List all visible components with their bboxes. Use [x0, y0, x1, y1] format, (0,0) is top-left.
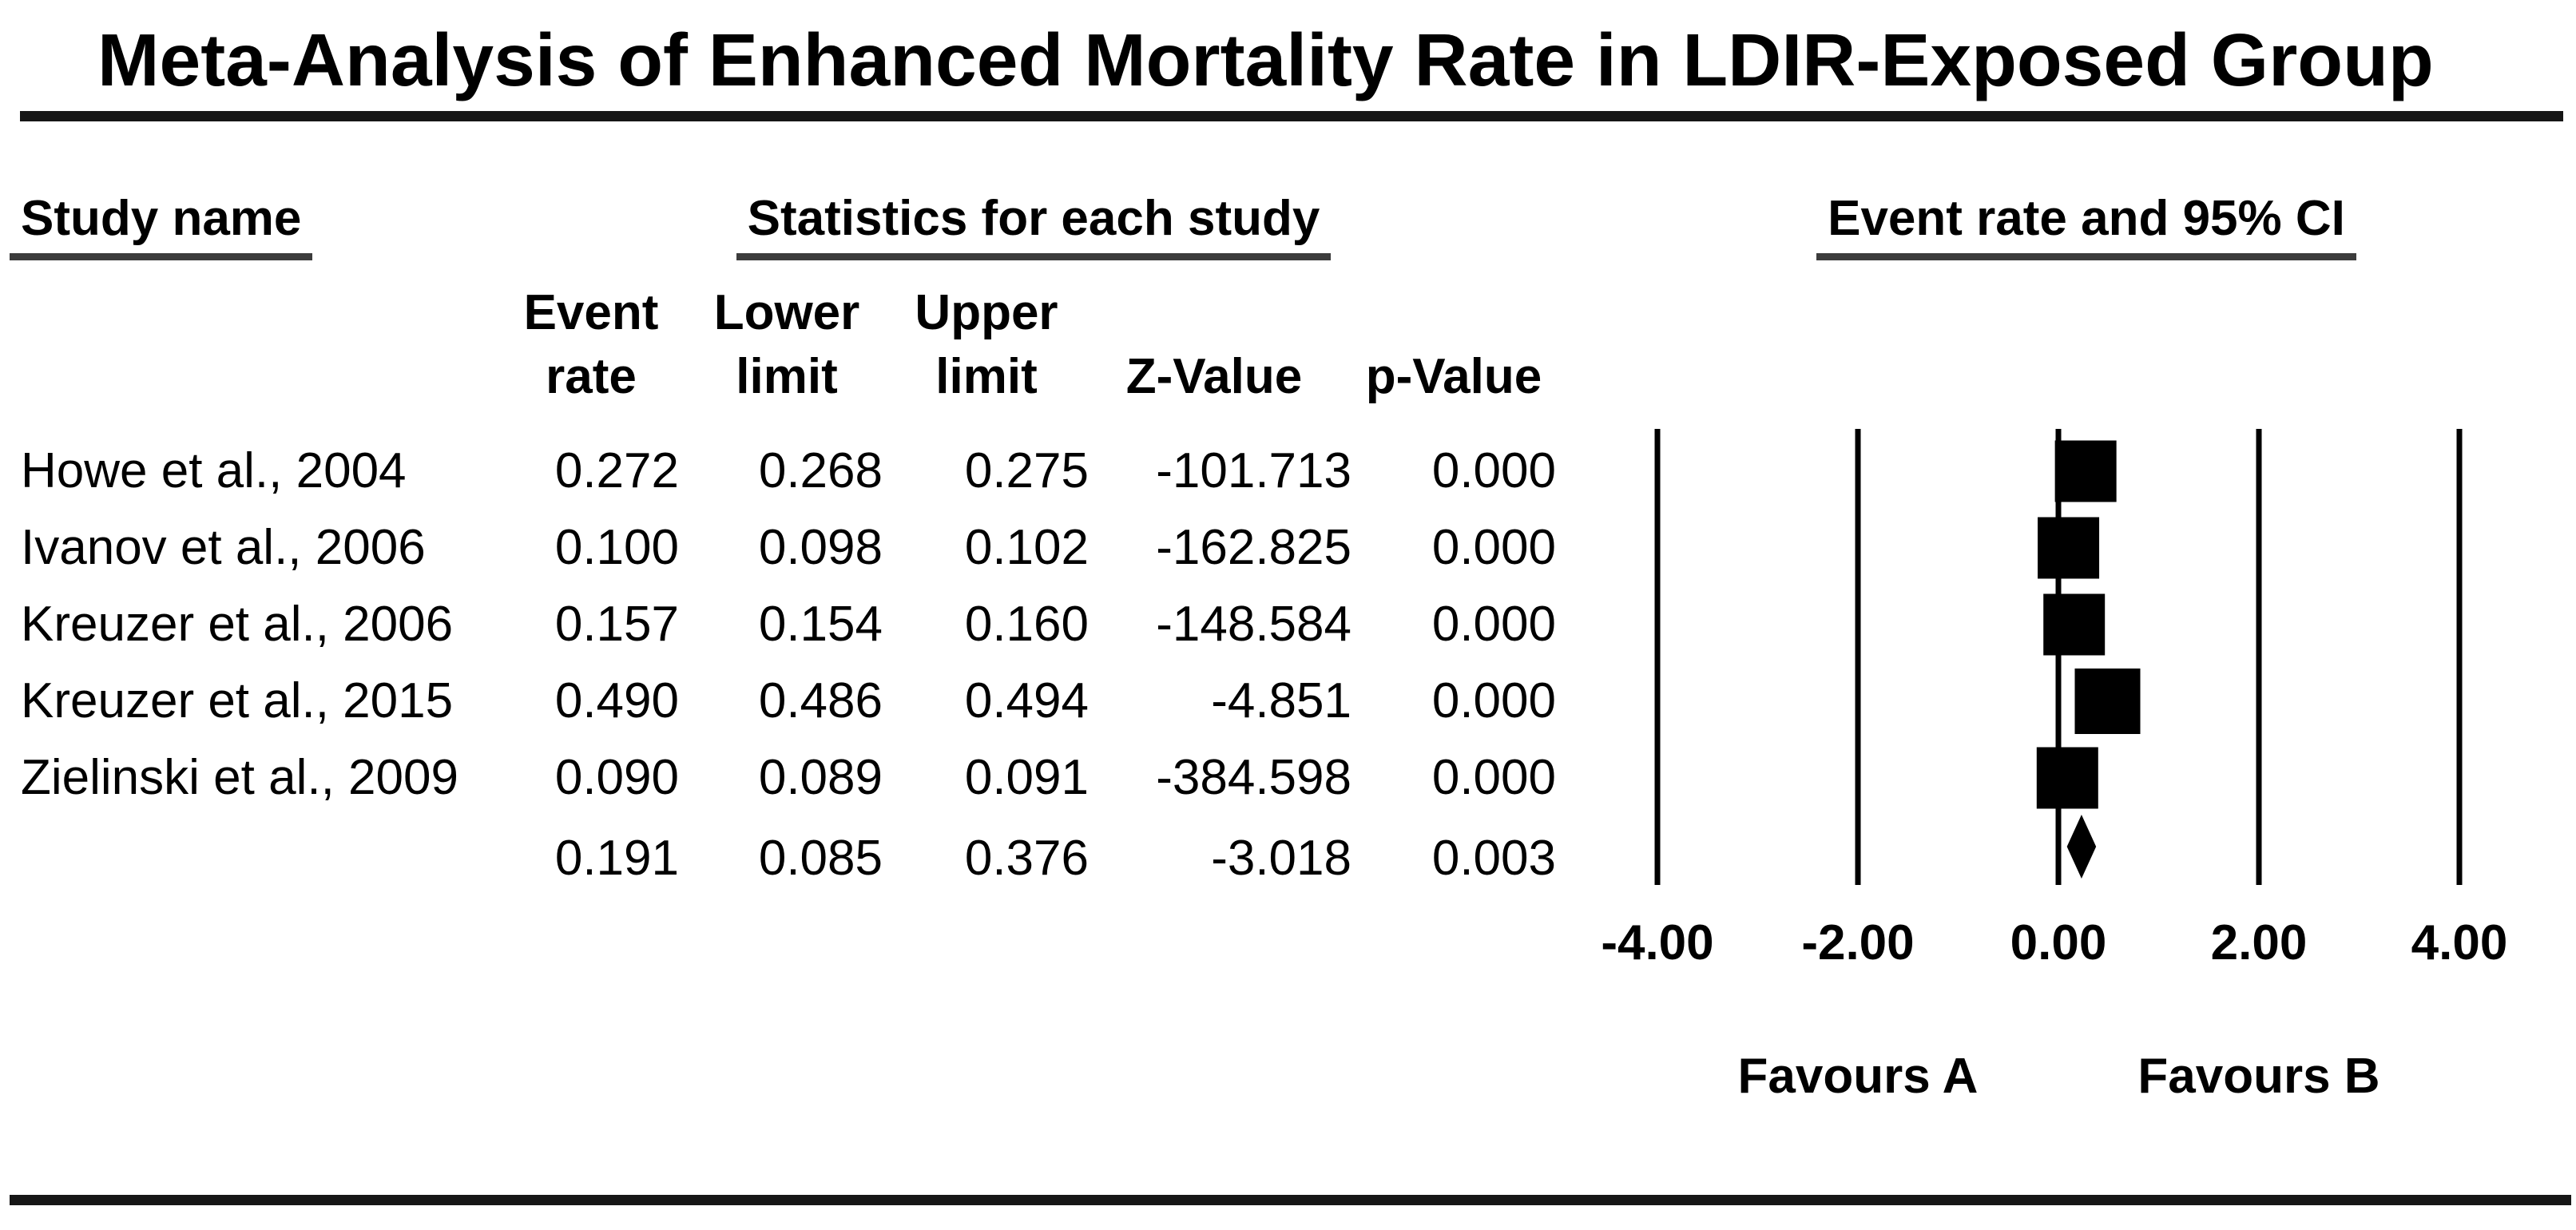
column-header-event-rate-ci: Event rate and 95% CI [1791, 190, 2382, 260]
p-value-cell: 0.000 [1431, 597, 1556, 652]
favours-a-label: Favours A [1737, 1049, 1979, 1104]
study-name-cell: Howe et al., 2004 [21, 443, 407, 498]
table-row: Ivanov et al., 2006 0.100 0.098 0.102 -162.8… [0, 520, 1598, 576]
axis-tick-label: 0.00 [2010, 915, 2107, 970]
event-rate-cell: 0.191 [554, 831, 679, 886]
upper-limit-cell: 0.102 [964, 520, 1089, 575]
lower-limit-cell: 0.486 [758, 673, 883, 728]
p-value-cell: 0.000 [1431, 520, 1556, 575]
subheader-event-rate-line1: Event [523, 285, 659, 340]
z-value-cell: -101.713 [1156, 443, 1352, 498]
z-value-cell: -4.851 [1211, 673, 1352, 728]
favours-b-label: Favours B [2137, 1049, 2380, 1104]
study-square-marker [2054, 440, 2117, 502]
column-header-event-rate-ci-text: Event rate and 95% CI [1816, 190, 2356, 260]
subheader-z-value: Z-Value [1125, 349, 1303, 404]
figure-title: Meta-Analysis of Enhanced Mortality Rate… [97, 18, 2434, 101]
axis-tick-label: 4.00 [2411, 915, 2508, 970]
study-square-marker [2043, 593, 2106, 656]
study-square-marker [2036, 747, 2098, 809]
column-header-study-name: Study name [10, 190, 313, 260]
lower-limit-cell: 0.098 [758, 520, 883, 575]
column-header-study-name-text: Study name [10, 190, 313, 260]
event-rate-cell: 0.490 [554, 673, 679, 728]
p-value-cell: 0.000 [1431, 443, 1556, 498]
event-rate-cell: 0.090 [554, 750, 679, 805]
upper-limit-cell: 0.494 [964, 673, 1089, 728]
subheader-event-rate-line2: rate [546, 349, 637, 404]
lower-limit-cell: 0.154 [758, 597, 883, 652]
subheader-lower-limit: Lower limit [667, 281, 907, 409]
subheader-lower-limit-line1: Lower [713, 285, 860, 340]
column-header-statistics: Statistics for each study [722, 190, 1345, 260]
summary-diamond-marker [2066, 815, 2097, 879]
upper-limit-cell: 0.091 [964, 750, 1089, 805]
study-square-marker [2074, 669, 2141, 734]
summary-row: 0.191 0.085 0.376 -3.018 0.003 [0, 831, 1598, 887]
z-value-cell: -3.018 [1211, 831, 1352, 886]
p-value-cell: 0.000 [1431, 750, 1556, 805]
table-row: Kreuzer et al., 2015 0.490 0.486 0.494 -4.85… [0, 673, 1598, 729]
table-row: Zielinski et al., 2009 0.090 0.089 0.091 -38… [0, 750, 1598, 806]
p-value-cell: 0.000 [1431, 673, 1556, 728]
lower-limit-cell: 0.089 [758, 750, 883, 805]
column-header-statistics-text: Statistics for each study [736, 190, 1332, 260]
subheader-upper-limit-line1: Upper [915, 285, 1058, 340]
p-value-cell: 0.003 [1431, 831, 1556, 886]
bottom-rule [10, 1195, 2571, 1205]
table-row: Kreuzer et al., 2006 0.157 0.154 0.160 -148.… [0, 597, 1598, 653]
subheader-upper-limit: Upper limit [867, 281, 1106, 409]
study-square-marker [2038, 517, 2100, 579]
z-value-cell: -148.584 [1156, 597, 1352, 652]
study-name-cell: Zielinski et al., 2009 [21, 750, 458, 805]
lower-limit-cell: 0.268 [758, 443, 883, 498]
study-name-cell: Kreuzer et al., 2006 [21, 597, 454, 652]
subheader-p-value: p-Value [1365, 349, 1542, 404]
top-rule [20, 111, 2563, 121]
axis-tick-label: -2.00 [1801, 915, 1915, 970]
study-name-cell: Kreuzer et al., 2015 [21, 673, 454, 728]
axis-tick-label: -4.00 [1601, 915, 1714, 970]
event-rate-cell: 0.157 [554, 597, 679, 652]
subheader-lower-limit-line2: limit [736, 349, 838, 404]
lower-limit-cell: 0.085 [758, 831, 883, 886]
table-row: Howe et al., 2004 0.272 0.268 0.275 -101.713… [0, 443, 1598, 499]
upper-limit-cell: 0.376 [964, 831, 1089, 886]
upper-limit-cell: 0.275 [964, 443, 1089, 498]
axis-tick-label: 2.00 [2210, 915, 2308, 970]
event-rate-cell: 0.100 [554, 520, 679, 575]
event-rate-cell: 0.272 [554, 443, 679, 498]
study-name-cell: Ivanov et al., 2006 [21, 520, 426, 575]
subheader-upper-limit-line2: limit [935, 349, 1038, 404]
z-value-cell: -162.825 [1156, 520, 1352, 575]
upper-limit-cell: 0.160 [964, 597, 1089, 652]
z-value-cell: -384.598 [1156, 750, 1352, 805]
subheader-event-rate: Event rate [471, 281, 711, 409]
